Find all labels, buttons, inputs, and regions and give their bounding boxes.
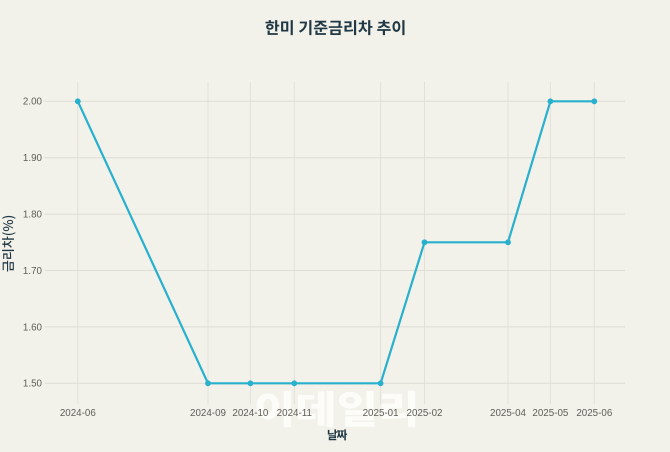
svg-text:1.70: 1.70 [23, 266, 43, 277]
svg-text:2.00: 2.00 [23, 97, 43, 108]
svg-text:2025-04: 2025-04 [490, 408, 527, 419]
svg-text:2025-02: 2025-02 [407, 408, 443, 419]
svg-text:2025-06: 2025-06 [576, 408, 613, 419]
svg-text:2024-10: 2024-10 [232, 408, 269, 419]
svg-text:2025-01: 2025-01 [363, 408, 399, 419]
svg-text:1.50: 1.50 [23, 379, 43, 390]
svg-text:2025-05: 2025-05 [532, 408, 569, 419]
svg-text:2024-09: 2024-09 [190, 408, 226, 419]
svg-text:2024-11: 2024-11 [277, 408, 312, 419]
svg-text:1.80: 1.80 [23, 210, 43, 221]
svg-text:2024-06: 2024-06 [60, 408, 97, 419]
svg-text:1.90: 1.90 [23, 153, 43, 164]
svg-text:1.60: 1.60 [23, 322, 43, 333]
